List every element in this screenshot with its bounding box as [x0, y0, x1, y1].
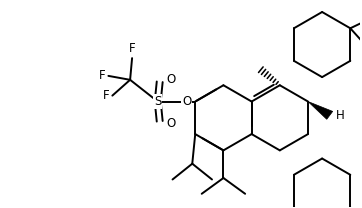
Text: S: S	[154, 95, 161, 108]
Text: F: F	[129, 42, 135, 55]
Polygon shape	[308, 102, 333, 119]
Text: F: F	[103, 89, 109, 102]
Text: F: F	[99, 69, 105, 82]
Text: O: O	[167, 73, 176, 86]
Text: O: O	[167, 117, 176, 130]
Text: H: H	[336, 109, 344, 122]
Text: O: O	[182, 95, 191, 108]
